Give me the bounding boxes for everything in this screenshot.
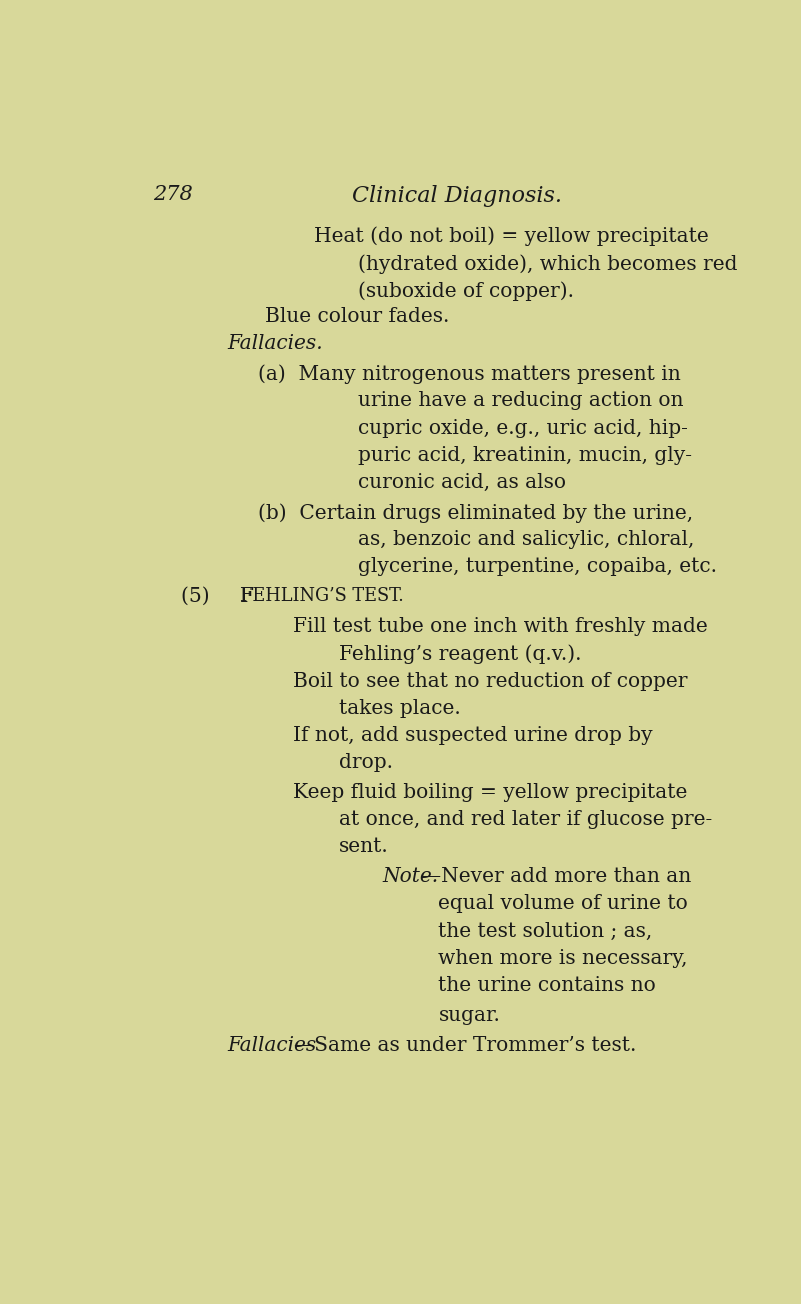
Text: (b)  Certain drugs eliminated by the urine,: (b) Certain drugs eliminated by the urin… xyxy=(259,503,694,523)
Text: when more is necessary,: when more is necessary, xyxy=(438,949,688,968)
Text: (hydrated oxide), which becomes red: (hydrated oxide), which becomes red xyxy=(358,254,737,274)
Text: as, benzoic and salicylic, chloral,: as, benzoic and salicylic, chloral, xyxy=(358,529,694,549)
Text: urine have a reducing action on: urine have a reducing action on xyxy=(358,391,683,411)
Text: (5): (5) xyxy=(181,587,222,606)
Text: the urine contains no: the urine contains no xyxy=(438,975,656,995)
Text: cupric oxide, e.g., uric acid, hip-: cupric oxide, e.g., uric acid, hip- xyxy=(358,419,687,438)
Text: sent.: sent. xyxy=(339,837,388,857)
Text: Fehling’s reagent (q.v.).: Fehling’s reagent (q.v.). xyxy=(339,644,582,664)
Text: Fallacies: Fallacies xyxy=(227,1037,316,1055)
Text: Fill test tube one inch with freshly made: Fill test tube one inch with freshly mad… xyxy=(292,617,707,636)
Text: If not, add suspected urine drop by: If not, add suspected urine drop by xyxy=(292,726,652,745)
Text: drop.: drop. xyxy=(339,752,393,772)
Text: Heat (do not boil) = yellow precipitate: Heat (do not boil) = yellow precipitate xyxy=(314,227,709,246)
Text: Keep fluid boiling = yellow precipitate: Keep fluid boiling = yellow precipitate xyxy=(292,782,687,802)
Text: equal volume of urine to: equal volume of urine to xyxy=(438,895,688,914)
Text: at once, and red later if glucose pre-: at once, and red later if glucose pre- xyxy=(339,810,712,829)
Text: the test solution ; as,: the test solution ; as, xyxy=(438,922,653,940)
Text: Boil to see that no reduction of copper: Boil to see that no reduction of copper xyxy=(292,672,687,691)
Text: Blue colour fades.: Blue colour fades. xyxy=(264,308,449,326)
Text: glycerine, turpentine, copaiba, etc.: glycerine, turpentine, copaiba, etc. xyxy=(358,557,717,576)
Text: Clinical Diagnosis.: Clinical Diagnosis. xyxy=(352,185,562,206)
Text: F: F xyxy=(239,587,254,606)
Text: —Never add more than an: —Never add more than an xyxy=(421,867,691,887)
Text: FEHLING’S TEST.: FEHLING’S TEST. xyxy=(239,587,404,605)
Text: Fallacies.: Fallacies. xyxy=(227,334,323,353)
Text: sugar.: sugar. xyxy=(438,1005,501,1025)
Text: 278: 278 xyxy=(153,185,193,203)
Text: (suboxide of copper).: (suboxide of copper). xyxy=(358,280,574,301)
Text: —Same as under Trommer’s test.: —Same as under Trommer’s test. xyxy=(295,1037,637,1055)
Text: takes place.: takes place. xyxy=(339,699,461,717)
Text: Note.: Note. xyxy=(383,867,439,887)
Text: (a)  Many nitrogenous matters present in: (a) Many nitrogenous matters present in xyxy=(259,364,681,383)
Text: puric acid, kreatinin, mucin, gly-: puric acid, kreatinin, mucin, gly- xyxy=(358,446,692,464)
Text: curonic acid, as also: curonic acid, as also xyxy=(358,473,566,492)
